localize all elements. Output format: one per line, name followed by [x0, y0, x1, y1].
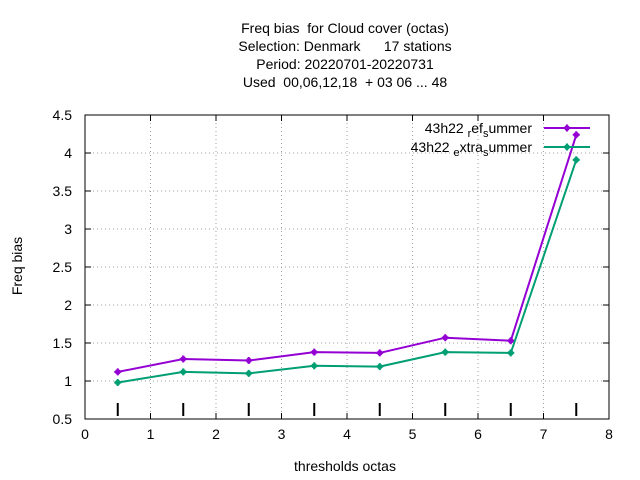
- x-tick-label: 4: [343, 426, 351, 442]
- data-point-dot: [564, 144, 570, 150]
- series-line: [117, 134, 578, 373]
- x-tick-label: 3: [278, 426, 286, 442]
- legend-label-subscript: s: [483, 128, 489, 140]
- data-point: [179, 368, 187, 376]
- data-point-dot: [180, 369, 187, 375]
- data-point: [376, 363, 384, 371]
- x-tick-label: 1: [147, 426, 155, 442]
- legend-label: 43h22 extrasummer: [411, 139, 533, 159]
- data-point-dot: [573, 157, 580, 163]
- data-point-dot: [311, 349, 318, 355]
- data-point-dot: [573, 131, 580, 138]
- data-point: [507, 349, 515, 357]
- data-point: [572, 131, 580, 139]
- x-axis-label: thresholds octas: [294, 458, 396, 474]
- series-line: [117, 159, 578, 384]
- data-point-dot: [376, 350, 383, 356]
- x-tick-label: 0: [81, 426, 89, 442]
- data-point-dot: [180, 356, 187, 362]
- legend-label: 43h22 refsummer: [425, 120, 533, 140]
- x-tick-label: 2: [212, 426, 220, 442]
- data-point-dot: [564, 125, 570, 131]
- title-line: Used 00,06,12,18 + 03 06 ... 48: [243, 74, 448, 90]
- series: [114, 131, 580, 387]
- legend-label-text: xtra: [460, 139, 484, 155]
- legend-label-text: ummer: [488, 120, 532, 136]
- legend-label-subscript: s: [483, 147, 489, 159]
- y-tick-label: 2: [64, 297, 72, 313]
- legend-label-text: ef: [471, 120, 483, 136]
- data-point: [507, 337, 515, 345]
- y-tick-label: 0.5: [53, 411, 73, 427]
- legend-label-subscript: e: [453, 147, 459, 159]
- data-point-dot: [311, 363, 318, 369]
- y-tick-label: 4.5: [53, 107, 73, 123]
- x-tick-label: 5: [409, 426, 417, 442]
- y-tick-label: 4: [64, 145, 72, 161]
- data-point-dot: [507, 350, 514, 356]
- data-point: [114, 379, 122, 387]
- data-point: [114, 368, 122, 376]
- data-point-dot: [507, 337, 514, 344]
- data-point: [563, 124, 571, 132]
- data-point-dot: [376, 363, 383, 370]
- data-point-dot: [114, 369, 121, 375]
- series-43h22-refsummer: [114, 131, 580, 376]
- legend-label-subscript: r: [468, 128, 472, 140]
- chart-title: Freq bias for Cloud cover (octas) Selecti…: [238, 20, 451, 90]
- data-point-dot: [245, 370, 252, 377]
- y-tick-label: 2.5: [53, 259, 73, 275]
- data-point: [441, 334, 449, 342]
- title-line: Selection: Denmark 17 stations: [238, 38, 451, 54]
- series-43h22-extrasummer: [114, 156, 580, 387]
- axes: 0 1 2 3 4 5 6 7 8 0.5 1 1.5 2 2.5 3 3.5 4 4.5: [53, 107, 614, 442]
- data-point: [245, 369, 253, 377]
- data-point: [310, 362, 318, 370]
- legend-label-text: ummer: [488, 139, 532, 155]
- y-tick-label: 3: [64, 221, 72, 237]
- y-tick-label: 3.5: [53, 183, 73, 199]
- x-tick-label: 8: [605, 426, 613, 442]
- legend-label-text: 43h22: [425, 120, 468, 136]
- data-point-dot: [442, 334, 449, 341]
- data-point-dot: [114, 379, 121, 386]
- data-point-dot: [245, 357, 252, 364]
- legend-label-text: 43h22: [411, 139, 454, 155]
- y-tick-label: 1: [64, 373, 72, 389]
- data-point: [572, 156, 580, 164]
- data-point: [563, 143, 571, 151]
- data-point: [310, 348, 318, 356]
- x-tick-label: 6: [474, 426, 482, 442]
- x-tick-label: 7: [540, 426, 548, 442]
- data-point: [376, 349, 384, 357]
- title-line: Period: 20220701-20220731: [256, 56, 434, 72]
- data-point: [245, 356, 253, 364]
- title-line: Freq bias for Cloud cover (octas): [241, 20, 449, 36]
- threshold-markers: [116, 403, 578, 416]
- data-point: [441, 348, 449, 356]
- data-point-dot: [442, 349, 449, 355]
- y-tick-label: 1.5: [53, 335, 73, 351]
- data-point: [179, 355, 187, 363]
- grid: [85, 115, 609, 419]
- y-axis-label: Freq bias: [9, 237, 25, 295]
